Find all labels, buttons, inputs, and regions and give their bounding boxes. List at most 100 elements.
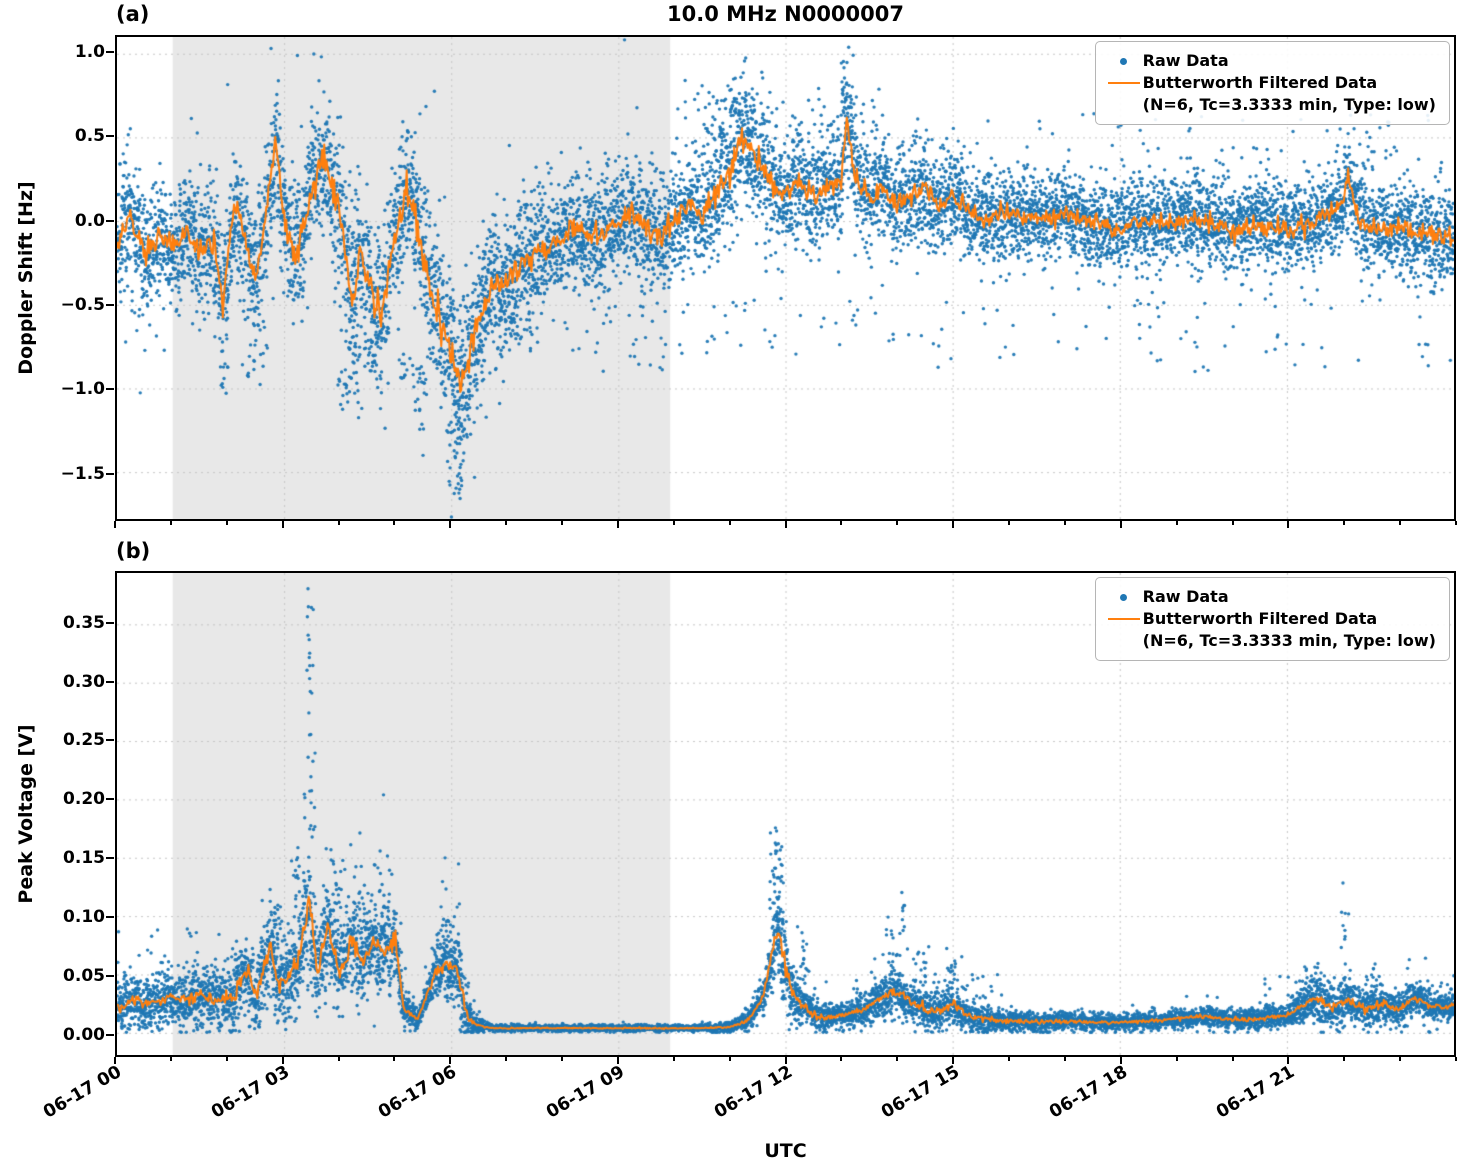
- y-tick-mark: [106, 621, 114, 624]
- x-minor-tick-mark: [840, 521, 843, 525]
- x-minor-tick-mark: [1063, 521, 1066, 525]
- y-tick-label: 0.30: [63, 671, 105, 692]
- legend-raw-entry: Raw Data: [1105, 50, 1436, 72]
- y-tick-mark: [106, 857, 114, 860]
- x-minor-tick-mark: [337, 1057, 340, 1061]
- y-tick-label: −1.5: [60, 463, 105, 484]
- x-minor-tick-mark: [1343, 1057, 1346, 1061]
- legend-filtered-label: Butterworth Filtered Data: [1142, 73, 1378, 92]
- x-minor-tick-mark: [728, 1057, 731, 1061]
- filtered-line-icon: [1105, 72, 1143, 94]
- x-minor-tick-mark: [393, 521, 396, 525]
- x-minor-tick-mark: [1231, 1057, 1234, 1061]
- y-tick-mark: [106, 135, 114, 138]
- legend-filtered-sublabel: (N=6, Tc=3.3333 min, Type: low): [1142, 631, 1436, 650]
- chart-title: 10.0 MHz N0000007: [667, 2, 904, 26]
- y-tick-mark: [106, 1033, 114, 1036]
- x-tick-mark: [1119, 521, 1122, 528]
- x-tick-mark: [1287, 521, 1290, 528]
- y-tick-label: 0.20: [63, 789, 105, 810]
- x-minor-tick-mark: [840, 1057, 843, 1061]
- y-tick-label: 0.25: [63, 730, 105, 751]
- y-tick-mark: [106, 680, 114, 683]
- x-tick-mark: [449, 521, 452, 528]
- y-tick-label: −1.0: [60, 379, 105, 400]
- x-minor-tick-mark: [896, 1057, 899, 1061]
- x-minor-tick-mark: [505, 1057, 508, 1061]
- x-minor-tick-mark: [225, 521, 228, 525]
- filtered-line-icon: [1105, 608, 1143, 630]
- y-tick-mark: [106, 798, 114, 801]
- y-tick-label: −0.5: [60, 295, 105, 315]
- panel-b-label: (b): [116, 539, 151, 563]
- x-minor-tick-mark: [1231, 521, 1234, 525]
- x-minor-tick-mark: [1063, 1057, 1066, 1061]
- legend-filtered-label: Butterworth Filtered Data: [1142, 609, 1378, 628]
- x-minor-tick-mark: [1008, 521, 1010, 525]
- y-tick-label: 0.00: [63, 1024, 105, 1045]
- y-tick-mark: [106, 915, 114, 918]
- x-minor-tick-mark: [505, 521, 508, 525]
- x-minor-tick-mark: [337, 521, 340, 525]
- x-tick-mark: [114, 521, 116, 528]
- y-axis-label-peak-voltage: Peak Voltage [V]: [15, 724, 37, 904]
- y-tick-mark: [106, 472, 114, 475]
- x-minor-tick-mark: [561, 521, 563, 525]
- y-tick-mark: [106, 739, 114, 742]
- legend-raw-entry: Raw Data: [1105, 586, 1436, 608]
- legend-panel-b: Raw Data Butterworth Filtered Data (N=6,…: [1094, 577, 1450, 661]
- y-tick-label: 0.35: [63, 612, 105, 633]
- legend-panel-a: Raw Data Butterworth Filtered Data (N=6,…: [1094, 41, 1450, 125]
- x-tick-mark: [1119, 1057, 1122, 1064]
- x-minor-tick-mark: [672, 1057, 675, 1061]
- y-tick-label: 0.15: [63, 848, 105, 869]
- legend-raw-label: Raw Data: [1142, 51, 1229, 70]
- x-tick-mark: [616, 521, 619, 528]
- x-minor-tick-mark: [1455, 1057, 1457, 1061]
- y-tick-label: 0.0: [74, 210, 105, 231]
- x-tick-mark: [114, 1057, 116, 1064]
- x-minor-tick-mark: [1399, 521, 1402, 525]
- x-tick-mark: [281, 521, 284, 528]
- raw-data-marker-icon: [1105, 586, 1143, 608]
- x-minor-tick-mark: [225, 1057, 228, 1061]
- y-tick-mark: [106, 304, 114, 306]
- x-minor-tick-mark: [1455, 521, 1457, 525]
- y-tick-mark: [106, 388, 114, 391]
- y-tick-mark: [106, 219, 114, 222]
- x-tick-mark: [952, 521, 955, 528]
- x-tick-mark: [952, 1057, 955, 1064]
- x-minor-tick-mark: [1175, 521, 1178, 525]
- x-tick-mark: [281, 1057, 284, 1064]
- x-minor-tick-mark: [561, 1057, 563, 1061]
- y-tick-mark: [106, 50, 114, 53]
- x-tick-mark: [449, 1057, 452, 1064]
- x-axis-label: UTC: [764, 1140, 807, 1162]
- panel-a-label: (a): [116, 2, 150, 26]
- y-tick-label: 0.10: [63, 906, 105, 927]
- x-tick-mark: [784, 521, 787, 528]
- x-minor-tick-mark: [1399, 1057, 1402, 1061]
- x-tick-mark: [616, 1057, 619, 1064]
- y-tick-label: 0.5: [74, 126, 105, 147]
- x-minor-tick-mark: [1343, 521, 1346, 525]
- raw-data-marker-icon: [1105, 50, 1143, 72]
- legend-filtered-sublabel: (N=6, Tc=3.3333 min, Type: low): [1142, 95, 1436, 114]
- x-tick-mark: [1287, 1057, 1290, 1064]
- x-tick-mark: [784, 1057, 787, 1064]
- legend-filtered-entry: Butterworth Filtered Data (N=6, Tc=3.333…: [1105, 72, 1436, 116]
- x-minor-tick-mark: [672, 521, 675, 525]
- y-tick-label: 1.0: [74, 41, 105, 62]
- x-minor-tick-mark: [1008, 1057, 1010, 1061]
- x-minor-tick-mark: [896, 521, 899, 525]
- x-tick-label: 06-17 00: [40, 1062, 125, 1123]
- x-minor-tick-mark: [169, 521, 172, 525]
- legend-raw-label: Raw Data: [1142, 587, 1229, 606]
- legend-filtered-entry: Butterworth Filtered Data (N=6, Tc=3.333…: [1105, 608, 1436, 652]
- y-tick-label: 0.05: [63, 965, 105, 986]
- y-tick-mark: [106, 974, 114, 977]
- x-minor-tick-mark: [169, 1057, 172, 1061]
- x-minor-tick-mark: [393, 1057, 396, 1061]
- x-minor-tick-mark: [1175, 1057, 1178, 1061]
